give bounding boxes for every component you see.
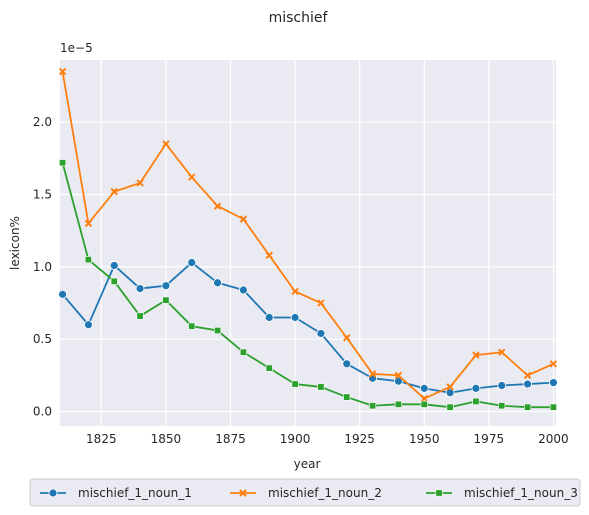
data-point <box>162 140 170 148</box>
data-point <box>394 376 403 386</box>
data-point <box>317 383 325 391</box>
data-point <box>188 173 196 181</box>
data-point <box>317 299 325 307</box>
y-tick-label: 2.0 <box>33 115 52 129</box>
data-point <box>394 371 403 380</box>
x-tick-label: 1825 <box>86 432 117 446</box>
data-point <box>58 289 67 299</box>
data-point <box>213 202 222 210</box>
data-point <box>419 383 429 393</box>
data-point <box>549 360 558 368</box>
data-point <box>394 400 402 408</box>
series-line <box>61 162 554 409</box>
data-point <box>188 322 196 330</box>
legend-item: mischief_1_noun_3 <box>426 486 578 500</box>
data-point <box>472 351 480 359</box>
data-point <box>523 379 532 389</box>
data-point <box>239 285 248 295</box>
data-point <box>136 312 144 320</box>
x-tick-label: 1925 <box>344 432 375 446</box>
data-point <box>213 278 222 288</box>
data-point <box>290 313 300 322</box>
series-mischief_1_noun_2 <box>58 67 558 403</box>
data-point <box>135 284 145 293</box>
data-point <box>446 403 454 411</box>
data-point <box>420 400 428 408</box>
data-point <box>291 380 299 388</box>
y-axis-label: lexicon% <box>8 216 22 270</box>
legend-marker <box>435 489 443 497</box>
x-tick-label: 1900 <box>280 432 311 446</box>
legend-box <box>29 478 581 507</box>
y-tick-label: 1.5 <box>33 188 52 202</box>
data-point <box>316 329 326 338</box>
y-gridlines <box>60 121 556 413</box>
data-point <box>498 402 506 410</box>
data-point <box>523 371 532 380</box>
data-point <box>84 256 92 264</box>
data-point <box>524 403 532 411</box>
data-point <box>161 281 171 291</box>
data-point <box>471 383 481 393</box>
plot-area <box>60 60 556 426</box>
data-point <box>214 327 222 335</box>
data-point <box>497 381 507 390</box>
legend-marker <box>48 488 58 498</box>
data-point <box>84 320 93 330</box>
data-point <box>291 287 299 296</box>
series-mischief_1_noun_1 <box>58 258 558 398</box>
series-layer <box>58 67 558 411</box>
data-point <box>549 403 557 411</box>
data-point <box>110 277 118 285</box>
data-point <box>342 359 352 369</box>
x-axis-label: year <box>294 457 321 471</box>
data-point <box>265 251 273 260</box>
data-point <box>446 383 454 391</box>
data-point <box>343 334 351 342</box>
data-point <box>162 296 170 304</box>
y-tick-label: 0.0 <box>33 405 52 419</box>
data-point <box>264 313 274 322</box>
chart-title: mischief <box>269 10 329 26</box>
legend-label: mischief_1_noun_1 <box>78 486 192 500</box>
data-point <box>445 388 455 398</box>
x-tick-label: 1850 <box>151 432 182 446</box>
legend: mischief_1_noun_1 mischief_1_noun_2 mischi… <box>29 478 581 507</box>
legend-marker <box>239 489 247 497</box>
data-point <box>136 179 144 187</box>
x-tick-label: 1975 <box>474 432 505 446</box>
x-tick-label: 1875 <box>215 432 246 446</box>
legend-label: mischief_1_noun_2 <box>268 486 382 500</box>
data-point <box>549 378 558 388</box>
data-point <box>187 258 197 267</box>
data-point <box>110 187 118 196</box>
data-point <box>109 261 119 270</box>
data-point <box>498 348 506 356</box>
data-point <box>472 397 480 405</box>
legend-item: mischief_1_noun_1 <box>40 486 192 500</box>
series-mischief_1_noun_3 <box>59 159 557 411</box>
x-gridlines <box>100 60 555 426</box>
data-point <box>420 394 428 403</box>
legend-item: mischief_1_noun_2 <box>230 486 382 500</box>
legend-label: mischief_1_noun_3 <box>464 486 578 500</box>
y-tick-label: 0.5 <box>33 332 52 346</box>
data-point <box>84 219 93 228</box>
y-multiplier-label: 1e−5 <box>60 41 93 55</box>
data-point <box>59 159 67 167</box>
y-tick-label: 1.0 <box>33 260 52 274</box>
data-point <box>58 67 67 76</box>
data-point <box>239 348 247 356</box>
data-point <box>343 393 351 401</box>
x-tick-label: 1950 <box>409 432 440 446</box>
series-line <box>61 71 554 400</box>
y-tick-labels: 0.0 0.5 1.0 1.5 2.0 <box>33 115 52 418</box>
x-tick-label: 2000 <box>538 432 569 446</box>
data-point <box>239 215 248 223</box>
data-point <box>265 364 273 372</box>
data-point <box>369 402 377 410</box>
data-point <box>368 370 377 378</box>
x-tick-labels: 1825 1850 1875 1900 1925 1950 1975 2000 <box>86 432 569 446</box>
